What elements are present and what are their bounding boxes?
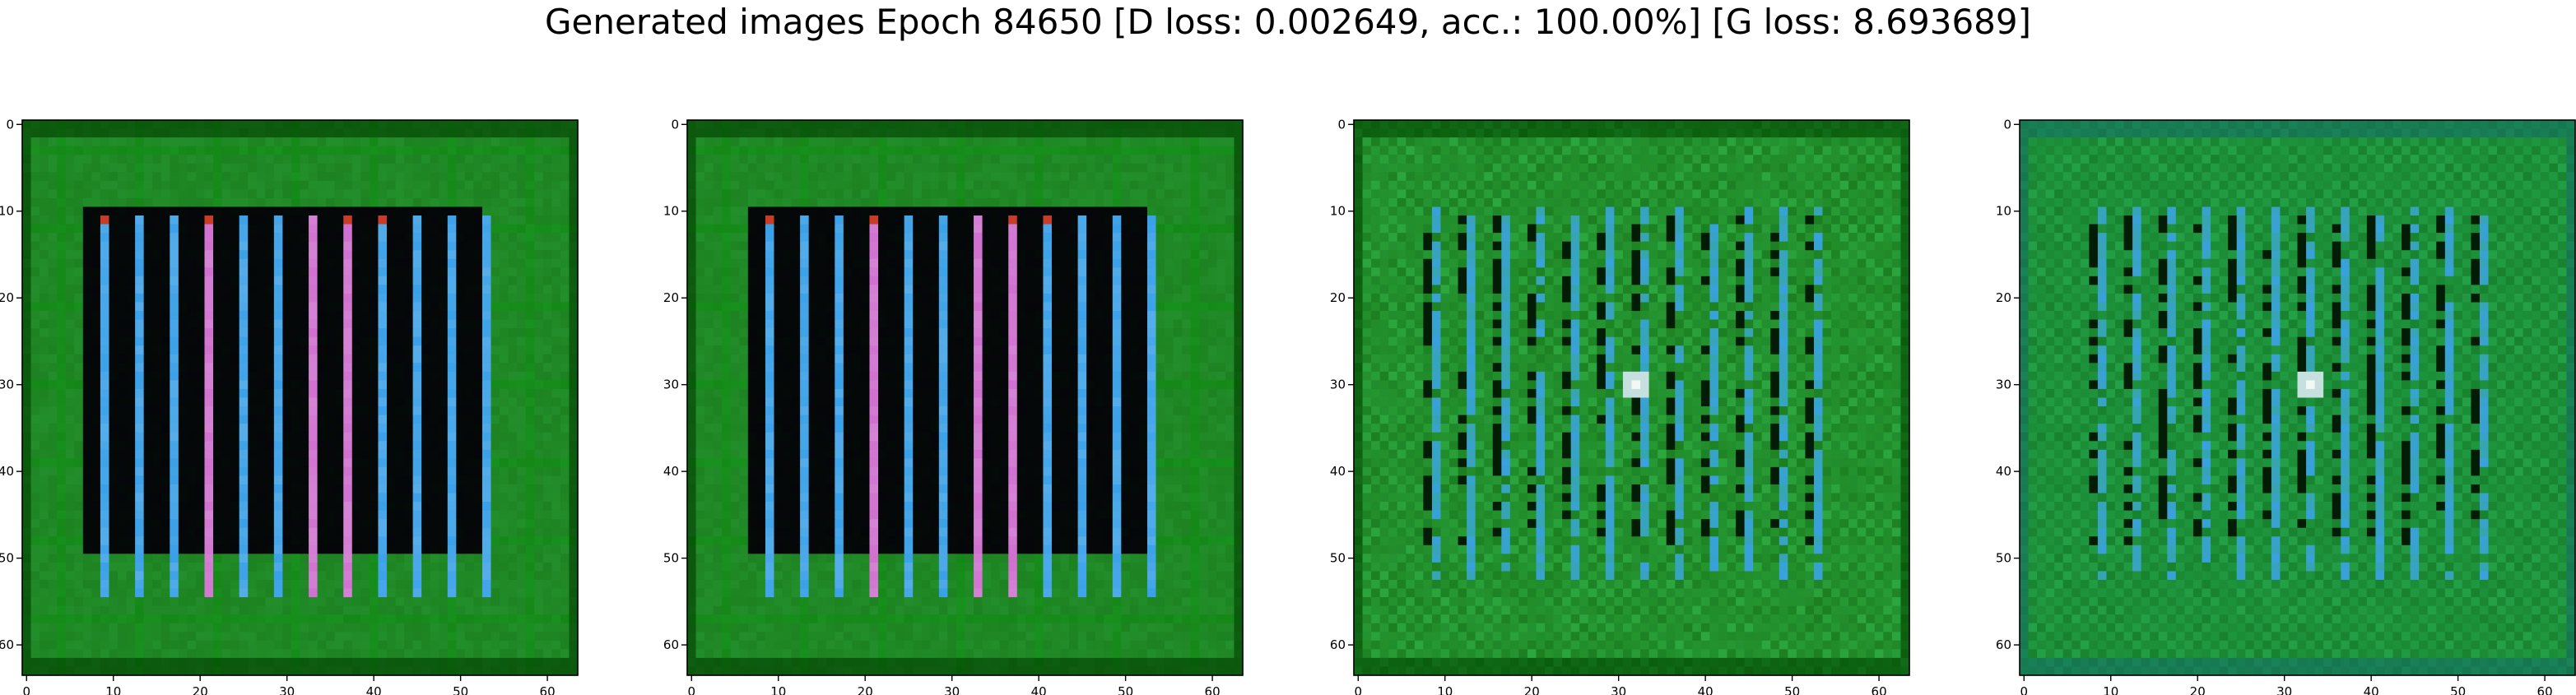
- x-tick-label: 60: [2537, 684, 2553, 695]
- x-tick-label: 0: [1355, 684, 1363, 695]
- x-tick-label: 40: [2364, 684, 2379, 695]
- x-tick-label: 50: [453, 684, 468, 695]
- x-tick-label: 30: [1611, 684, 1626, 695]
- figure-title: Generated images Epoch 84650 [D loss: 0.…: [544, 2, 2032, 42]
- x-tick-label: 0: [688, 684, 696, 695]
- y-tick-label: 30: [0, 378, 14, 392]
- y-tick-label: 20: [663, 290, 679, 305]
- y-tick-label: 60: [1330, 637, 1346, 652]
- y-tick-label: 20: [0, 290, 14, 305]
- y-tick-label: 30: [1996, 378, 2011, 392]
- y-tick-label: 50: [1330, 551, 1346, 566]
- y-tick-label: 0: [671, 117, 679, 132]
- x-tick-label: 50: [2450, 684, 2466, 695]
- y-tick-label: 0: [2003, 117, 2011, 132]
- y-tick-label: 40: [663, 464, 679, 479]
- x-tick-label: 0: [23, 684, 31, 695]
- y-tick-label: 50: [1996, 551, 2011, 566]
- y-tick-label: 30: [663, 378, 679, 392]
- axes-frame: [1353, 119, 1910, 676]
- y-tick-label: 20: [1996, 290, 2011, 305]
- axes-frame: [686, 119, 1244, 676]
- image-panel-3: 0 10 20 30 40 50 60 0 10 20 30 40 50 60: [1330, 117, 1910, 695]
- generated-image: [22, 120, 579, 676]
- x-tick-label: 60: [1872, 684, 1887, 695]
- y-tick-label: 50: [663, 551, 679, 566]
- x-tick-label: 10: [2103, 684, 2118, 695]
- x-tick-label: 60: [1205, 684, 1221, 695]
- x-tick-label: 30: [279, 684, 295, 695]
- image-panel-1: 0 10 20 30 40 50 60 0 10 20 30 40 50 60: [0, 117, 579, 695]
- y-tick-label: 60: [663, 637, 679, 652]
- x-tick-label: 60: [540, 684, 556, 695]
- x-tick-label: 10: [770, 684, 786, 695]
- y-tick-label: 40: [1330, 464, 1346, 479]
- image-panel-2: 0 10 20 30 40 50 60 0 10 20 30 40 50 60: [663, 117, 1244, 695]
- x-tick-label: 40: [366, 684, 382, 695]
- x-tick-label: 40: [1698, 684, 1713, 695]
- y-tick-label: 40: [1996, 464, 2011, 479]
- generated-image: [1354, 120, 1910, 676]
- x-tick-label: 30: [944, 684, 960, 695]
- y-tick-label: 40: [0, 464, 14, 479]
- y-tick-label: 10: [1330, 204, 1346, 219]
- image-panel-4: 0 10 20 30 40 50 60 0 10 20 30 40 50 60: [1996, 117, 2576, 695]
- x-tick-label: 0: [2020, 684, 2029, 695]
- y-tick-label: 10: [663, 204, 679, 219]
- x-tick-label: 10: [1437, 684, 1453, 695]
- x-tick-label: 30: [2276, 684, 2292, 695]
- y-tick-label: 60: [1996, 637, 2011, 652]
- x-tick-label: 40: [1031, 684, 1047, 695]
- y-tick-label: 30: [1330, 378, 1346, 392]
- x-tick-label: 10: [105, 684, 121, 695]
- y-tick-label: 0: [6, 117, 14, 132]
- generated-image: [687, 120, 1244, 676]
- x-tick-label: 20: [858, 684, 873, 695]
- y-tick-label: 20: [1330, 290, 1346, 305]
- x-tick-label: 50: [1784, 684, 1800, 695]
- y-tick-label: 60: [0, 637, 14, 652]
- axes-frame: [21, 119, 579, 676]
- x-tick-label: 50: [1118, 684, 1133, 695]
- y-tick-label: 0: [1337, 117, 1346, 132]
- y-tick-label: 10: [0, 204, 14, 219]
- x-tick-label: 20: [193, 684, 208, 695]
- generated-image: [2020, 120, 2576, 676]
- y-tick-label: 50: [0, 551, 14, 566]
- y-tick-label: 10: [1996, 204, 2011, 219]
- x-tick-label: 20: [1524, 684, 1540, 695]
- x-tick-label: 20: [2190, 684, 2206, 695]
- axes-frame: [2019, 119, 2576, 676]
